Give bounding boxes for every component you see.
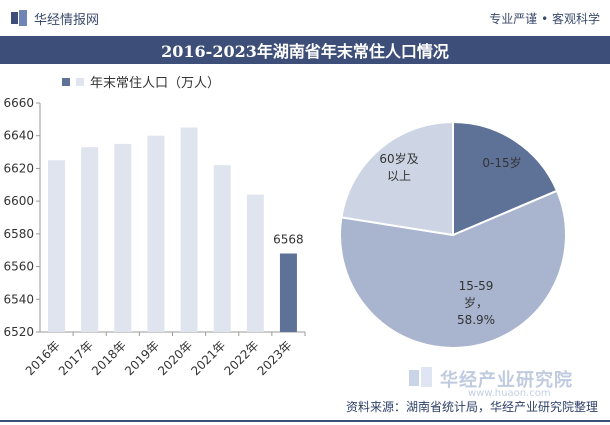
brand-name: 华经情报网 [34, 12, 100, 28]
chart-title: 2016-2023年湖南省年末常住人口情况 [0, 36, 610, 64]
x-tick-label: 2022年 [221, 338, 261, 378]
bottom-rule [0, 420, 610, 422]
x-tick-label: 2019年 [122, 338, 162, 378]
legend-label: 年末常住人口（万人） [90, 76, 221, 91]
x-tick-label: 2017年 [56, 338, 96, 378]
watermark-logo-icon [408, 366, 434, 392]
pie-slice-60岁及以上 [340, 120, 454, 237]
watermark-brand: 华经产业研究院 [408, 366, 573, 392]
bar-2021年 [213, 165, 231, 332]
legend-swatch-base [76, 77, 84, 86]
slogan: 专业严谨 • 客观科学 [489, 12, 600, 26]
bar-2022年 [246, 194, 264, 332]
pie-value-label: 58.9% [457, 313, 495, 327]
pie-label: 0-15岁 [482, 155, 521, 170]
y-tick-label: 6620 [3, 161, 34, 175]
bar-2017年 [81, 147, 99, 332]
bar-data-label: 6568 [273, 232, 304, 246]
bar-2016年 [48, 160, 66, 332]
bar-2023年 [279, 253, 297, 332]
x-tick-label: 2018年 [89, 338, 129, 378]
y-tick-label: 6600 [3, 194, 34, 208]
bar-2019年 [147, 135, 165, 332]
source-note: 资料来源：湖南省统计局，华经产业研究院整理 [345, 400, 598, 414]
y-tick-label: 6560 [3, 260, 34, 274]
pie-slice-0-15岁 [452, 120, 559, 237]
legend-swatch-highlight [62, 77, 70, 86]
y-tick-label: 6640 [3, 129, 34, 143]
pie-label: 岁， [464, 295, 488, 310]
pie-label: 以上 [387, 169, 411, 183]
x-tick-label: 2016年 [23, 338, 63, 378]
brand: 华经情报网 [10, 8, 99, 28]
bar-2018年 [114, 143, 132, 332]
pie-label: 15-59 [459, 279, 494, 293]
x-tick-label: 2020年 [155, 338, 195, 378]
pie-label: 60岁及 [379, 151, 418, 166]
watermark-brand-text: 华经产业研究院 [440, 370, 573, 391]
y-tick-label: 6660 [3, 96, 34, 110]
watermark-url: www.huaon.com [468, 388, 551, 399]
y-tick-label: 6580 [3, 227, 34, 241]
legend: 年末常住人口（万人） [62, 72, 220, 91]
pie-slice-15-59岁， [339, 189, 567, 349]
bar-2020年 [180, 127, 198, 333]
brand-logo-icon [10, 9, 28, 27]
y-tick-label: 6520 [3, 325, 34, 339]
x-tick-label: 2023年 [255, 338, 295, 378]
header-bar: 华经情报网 专业严谨 • 客观科学 [0, 0, 610, 36]
y-tick-label: 6540 [3, 292, 34, 306]
x-tick-label: 2021年 [188, 338, 228, 378]
